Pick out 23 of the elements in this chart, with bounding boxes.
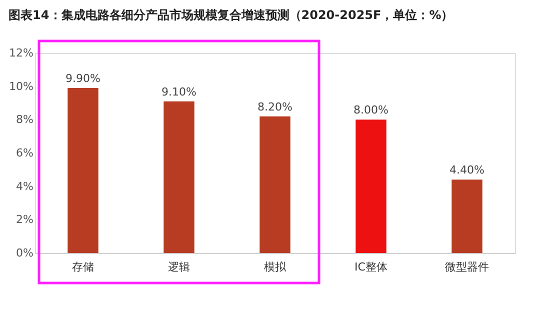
data-label: 8.20% xyxy=(258,100,292,114)
bar xyxy=(68,88,98,253)
y-tick-label: 2% xyxy=(16,213,34,226)
data-label: 4.40% xyxy=(450,164,484,177)
chart-title: 图表14：集成电路各细分产品市场规模复合增速预测（2020-2025F，单位：%） xyxy=(8,8,454,22)
y-tick-label: 6% xyxy=(16,146,34,160)
bar xyxy=(260,116,290,253)
data-label: 8.00% xyxy=(354,104,388,117)
y-tick-label: 4% xyxy=(16,180,34,193)
y-tick-label: 12% xyxy=(9,46,34,60)
bar xyxy=(356,120,386,253)
x-tick-label: 逻辑 xyxy=(168,260,190,274)
bar xyxy=(164,101,194,253)
x-tick-label: IC整体 xyxy=(354,260,388,274)
data-label: 9.10% xyxy=(162,85,196,98)
y-tick-label: 10% xyxy=(9,80,34,93)
x-tick-label: 模拟 xyxy=(264,260,287,274)
x-tick-label: 存储 xyxy=(72,260,94,274)
x-tick-label: 微型器件 xyxy=(445,260,489,274)
data-label: 9.90% xyxy=(66,72,100,85)
y-tick-label: 0% xyxy=(16,246,34,260)
y-tick-label: 8% xyxy=(16,113,34,126)
bar xyxy=(452,180,482,253)
